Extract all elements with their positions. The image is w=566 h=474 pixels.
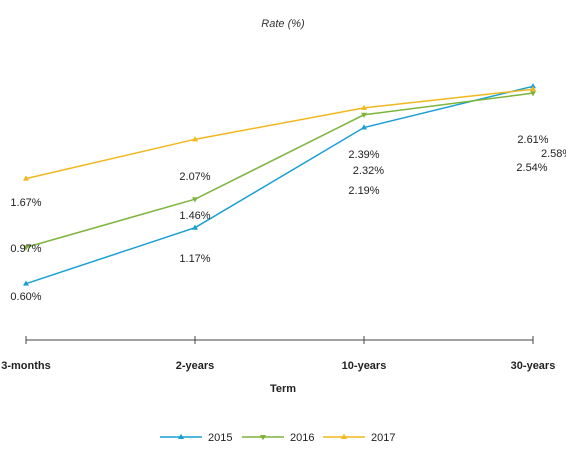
- legend-item-2016[interactable]: 2016: [242, 432, 314, 444]
- x-tick-label: 2-years: [176, 360, 215, 372]
- data-label-2015: 2.61%: [517, 134, 548, 146]
- data-point-2017: [23, 175, 29, 181]
- legend-marker: [178, 433, 184, 439]
- data-point-2015: [23, 280, 29, 286]
- data-label-2017: 1.67%: [10, 197, 41, 209]
- data-point-2015: [361, 124, 367, 130]
- data-point-2015: [192, 224, 198, 230]
- x-tick-label: 3-months: [1, 360, 51, 372]
- x-tick-label: 30-years: [511, 360, 556, 372]
- data-label-2016: 1.46%: [179, 210, 210, 222]
- data-label-2015: 2.19%: [348, 185, 379, 197]
- data-point-2016: [530, 91, 536, 97]
- legend-marker: [341, 433, 347, 439]
- data-point-2016: [192, 197, 198, 203]
- data-label-2017: 2.07%: [179, 171, 210, 183]
- x-axis-label: Term: [270, 383, 296, 395]
- legend-label: 2016: [290, 432, 314, 444]
- data-point-2017: [192, 136, 198, 142]
- data-point-2015: [530, 83, 536, 89]
- data-label-2015: 1.17%: [179, 253, 210, 265]
- data-point-2016: [361, 112, 367, 118]
- data-label-2016: 2.32%: [353, 165, 384, 177]
- data-label-2017: 2.58%: [541, 148, 566, 160]
- data-point-2017: [361, 104, 367, 110]
- legend-item-2017[interactable]: 2017: [323, 432, 395, 444]
- chart-title: Rate (%): [261, 18, 305, 30]
- legend-marker: [260, 435, 266, 441]
- x-tick-label: 10-years: [342, 360, 387, 372]
- legend[interactable]: 2015 2016 2017: [160, 432, 395, 444]
- data-label-2016: 0.97%: [10, 243, 41, 255]
- legend-item-2015[interactable]: 2015: [160, 432, 232, 444]
- series-line-2017: [25, 88, 534, 180]
- data-label-2016: 2.54%: [516, 162, 547, 174]
- series-line-2016: [25, 92, 534, 249]
- data-point-2017: [530, 86, 536, 92]
- data-label-2017: 2.39%: [348, 149, 379, 161]
- legend-label: 2015: [208, 432, 232, 444]
- data-labels: 0.60% 1.17% 2.19% 2.61% 0.97% 1.46% 2.32% 2.54%…: [10, 134, 566, 303]
- data-point-2016: [23, 245, 29, 251]
- legend-label: 2017: [371, 432, 395, 444]
- x-axis: 3-months 2-years 10-years 30-years: [1, 336, 555, 372]
- series-line-2015: [25, 85, 534, 285]
- data-label-2015: 0.60%: [10, 291, 41, 303]
- series-group: [23, 83, 536, 286]
